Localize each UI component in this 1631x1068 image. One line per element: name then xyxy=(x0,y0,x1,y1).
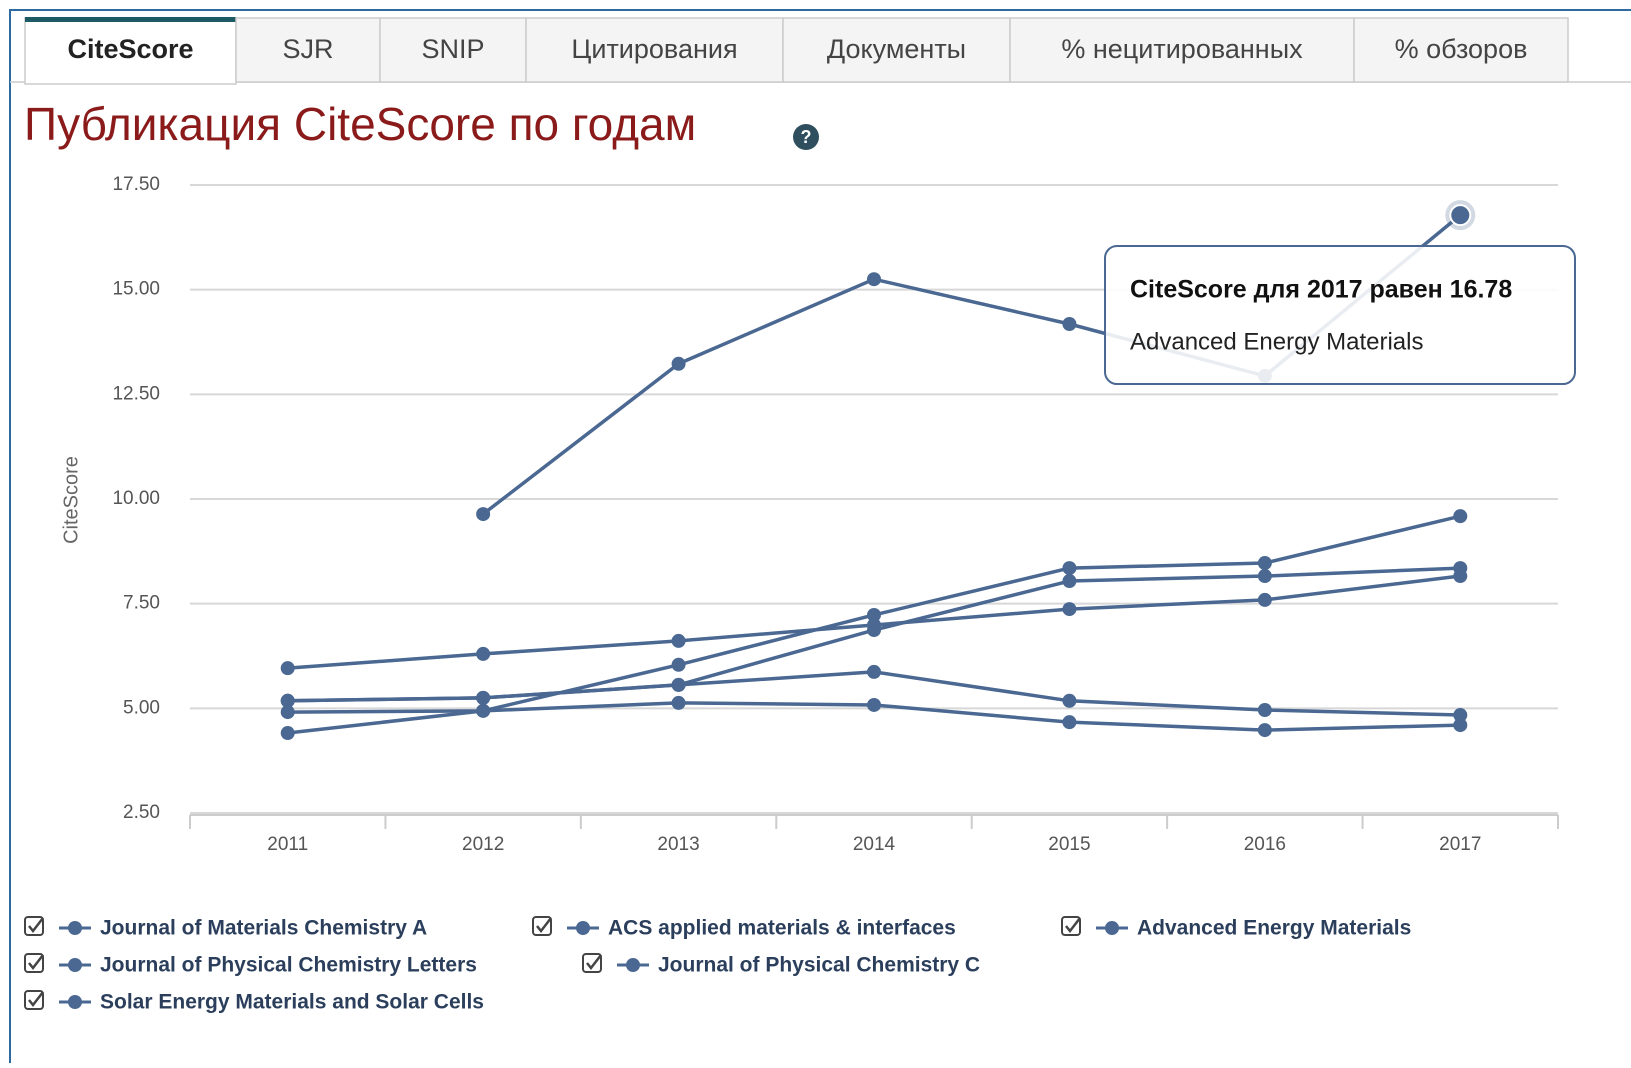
legend-dot xyxy=(68,995,82,1009)
data-point[interactable] xyxy=(1453,708,1468,723)
data-point[interactable] xyxy=(1062,715,1077,730)
legend-dot xyxy=(576,921,590,935)
data-point[interactable] xyxy=(867,664,881,679)
legend-check[interactable] xyxy=(1065,917,1081,934)
hover-point xyxy=(1449,204,1472,227)
legend-dot xyxy=(68,958,82,972)
legend-checkbox[interactable] xyxy=(1061,916,1081,936)
frame xyxy=(9,9,1631,1068)
data-point[interactable] xyxy=(671,695,686,710)
legend-checkbox[interactable] xyxy=(24,916,44,936)
legend-checkbox[interactable] xyxy=(532,916,552,936)
y-tick-label: 10.00 xyxy=(112,488,160,509)
tab-label[interactable]: Цитирования xyxy=(571,34,737,64)
y-tick-label: 12.50 xyxy=(112,383,160,404)
data-point[interactable] xyxy=(867,607,881,622)
data-point[interactable] xyxy=(1062,602,1077,617)
y-axis-label: CiteScore xyxy=(60,456,82,544)
data-point[interactable] xyxy=(1453,509,1468,524)
x-tick-label: 2011 xyxy=(267,834,308,855)
tab[interactable] xyxy=(235,17,381,83)
legend-check[interactable] xyxy=(28,917,44,934)
data-point[interactable] xyxy=(1453,569,1468,584)
legend-checkbox[interactable] xyxy=(582,953,602,973)
data-point[interactable] xyxy=(280,661,295,676)
legend-check[interactable] xyxy=(586,954,602,971)
tooltip-text: Advanced Energy Materials xyxy=(1130,328,1423,355)
x-tick-label: 2017 xyxy=(1439,834,1481,855)
data-point[interactable] xyxy=(280,693,295,708)
data-point[interactable] xyxy=(476,507,491,522)
data-point[interactable] xyxy=(1257,569,1272,584)
x-tick-label: 2016 xyxy=(1244,834,1286,855)
data-point[interactable] xyxy=(671,677,686,692)
data-point[interactable] xyxy=(867,618,881,633)
data-point[interactable] xyxy=(1062,561,1077,576)
tab-label[interactable]: CiteScore xyxy=(67,34,193,64)
data-point[interactable] xyxy=(1257,592,1272,607)
plot: 2.50 5.00 7.50 10.00 12.50 15.00 17.50 2011 2012… xyxy=(112,174,1576,855)
tab-label[interactable]: % нецитированных xyxy=(1061,34,1303,64)
legend-checkbox[interactable] xyxy=(24,953,44,973)
legend-label[interactable]: Advanced Energy Materials xyxy=(1137,917,1411,940)
tab-active-bar xyxy=(25,17,236,22)
help-icon[interactable] xyxy=(793,124,819,150)
legend-label[interactable]: Journal of Physical Chemistry Letters xyxy=(100,954,477,977)
data-point[interactable] xyxy=(1257,723,1272,738)
data-point[interactable] xyxy=(476,703,491,718)
legend-label[interactable]: Journal of Materials Chemistry A xyxy=(100,917,427,940)
legend-dot xyxy=(626,958,640,972)
tab[interactable] xyxy=(1353,17,1569,83)
data-point[interactable] xyxy=(1257,703,1272,718)
data-point[interactable] xyxy=(867,697,881,712)
x-tick-label: 2014 xyxy=(853,834,896,855)
data-point[interactable] xyxy=(1062,574,1077,589)
tab-label[interactable]: SJR xyxy=(282,34,333,64)
data-point[interactable] xyxy=(476,646,491,661)
legend-check[interactable] xyxy=(536,917,552,934)
data-point[interactable] xyxy=(1453,718,1468,733)
tab-label[interactable]: SNIP xyxy=(421,34,484,64)
legend-check[interactable] xyxy=(28,954,44,971)
tooltip-box xyxy=(1104,245,1576,385)
legend-label[interactable]: Solar Energy Materials and Solar Cells xyxy=(100,991,484,1014)
y-tick-label: 7.50 xyxy=(123,593,160,614)
tab-label[interactable]: % обзоров xyxy=(1395,34,1528,64)
legend-checkbox[interactable] xyxy=(24,990,44,1010)
tab-label[interactable]: Документы xyxy=(827,34,966,64)
x-tick-label: 2015 xyxy=(1048,834,1090,855)
y-tick-label: 15.00 xyxy=(112,279,160,300)
data-point[interactable] xyxy=(1062,693,1077,708)
y-tick-label: 2.50 xyxy=(123,802,160,823)
legend-dot xyxy=(68,921,82,935)
help-icon-glyph: ? xyxy=(801,127,812,147)
y-tick-label: 5.00 xyxy=(123,697,160,718)
x-tick-label: 2012 xyxy=(462,834,504,855)
legend-label[interactable]: Journal of Physical Chemistry C xyxy=(658,954,980,977)
legend-check[interactable] xyxy=(28,991,44,1008)
tab-bar: CiteScore SJR SNIP Цитирования Документы % не… xyxy=(10,17,1631,85)
data-point[interactable] xyxy=(867,272,881,287)
data-point[interactable] xyxy=(671,633,686,648)
data-point[interactable] xyxy=(1062,316,1077,331)
chart-title: Публикация CiteScore по годам xyxy=(24,98,696,150)
data-point[interactable] xyxy=(671,356,686,371)
legend-label[interactable]: ACS applied materials & interfaces xyxy=(608,917,956,940)
y-tick-label: 17.50 xyxy=(112,174,160,195)
tooltip-title: CiteScore для 2017 равен 16.78 xyxy=(1130,276,1512,304)
tab[interactable] xyxy=(1009,17,1355,83)
data-point[interactable] xyxy=(476,690,491,705)
data-point[interactable] xyxy=(671,657,686,672)
data-point[interactable] xyxy=(280,726,295,741)
data-point[interactable] xyxy=(1257,556,1272,571)
tab[interactable] xyxy=(379,17,527,83)
legend-dot xyxy=(1105,921,1119,935)
x-tick-label: 2013 xyxy=(657,834,699,855)
legend: Journal of Materials Chemistry A ACS appl… xyxy=(24,916,1411,1014)
data-point[interactable] xyxy=(280,705,295,720)
